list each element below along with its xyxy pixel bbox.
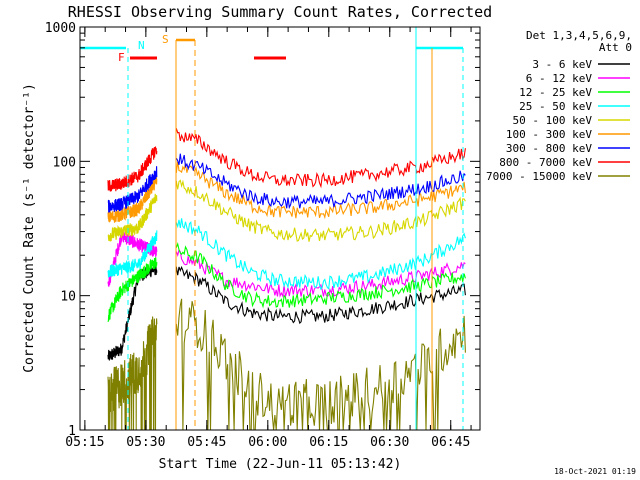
x-tick-label: 06:30	[370, 435, 409, 450]
series-7-segment-2	[175, 153, 466, 210]
legend-header-line-1: Det 1,3,4,5,6,9,	[526, 29, 632, 42]
legend-label-4: 25 - 50 keV	[519, 100, 592, 113]
series-5-segment-2	[175, 179, 466, 242]
y-axis-ticks: 1 10 100 1000	[45, 21, 480, 439]
series-5	[107, 179, 466, 242]
series-7	[107, 153, 466, 213]
chart-title: RHESSI Observing Summary Count Rates, Co…	[68, 3, 492, 21]
legend-label-5: 50 - 100 keV	[513, 114, 593, 127]
series-9-segment-1	[107, 316, 158, 431]
series-8-segment-1	[107, 146, 158, 192]
series-9-segment-2	[175, 298, 466, 431]
series-8	[107, 128, 466, 192]
x-tick-label: 05:45	[187, 435, 226, 450]
legend-header-line-2: Att 0	[599, 41, 632, 54]
x-axis-ticks: 05:15 05:30 05:45 06:00 06:15 06:30 06:45	[65, 27, 472, 450]
legend-label-8: 800 - 7000 keV	[499, 156, 592, 169]
series-4-segment-1	[107, 230, 158, 279]
x-tick-label: 06:00	[248, 435, 287, 450]
series-1-segment-2	[175, 265, 466, 325]
series-4-segment-2	[175, 218, 466, 291]
y-tick-label: 1000	[45, 21, 76, 36]
legend-label-6: 100 - 300 keV	[506, 128, 592, 141]
series-9	[107, 298, 466, 431]
x-tick-label: 06:15	[309, 435, 348, 450]
annotation-overlays: N S F	[80, 27, 464, 430]
series-6	[107, 161, 466, 223]
plot-frame	[79, 26, 481, 431]
y-tick-label: 100	[53, 155, 76, 170]
series-4	[107, 218, 466, 291]
series-8-segment-2	[175, 128, 466, 189]
y-tick-label: 10	[60, 290, 76, 305]
legend-label-9: 7000 - 15000 keV	[486, 170, 592, 183]
x-tick-label: 05:30	[126, 435, 165, 450]
series-3	[107, 241, 466, 322]
y-axis-label: Corrected Count Rate (s⁻¹ detector⁻¹)	[22, 83, 37, 373]
series-5-segment-1	[107, 193, 158, 242]
x-tick-label: 06:45	[431, 435, 470, 450]
night-label: N	[138, 39, 145, 52]
series-6-segment-1	[107, 175, 158, 223]
saa-label: S	[162, 33, 169, 46]
legend-label-2: 6 - 12 keV	[526, 72, 593, 85]
legend-label-3: 12 - 25 keV	[519, 86, 592, 99]
legend-label-7: 300 - 800 keV	[506, 142, 592, 155]
x-tick-label: 05:15	[65, 435, 104, 450]
series-3-segment-1	[107, 257, 158, 322]
series-6-segment-2	[175, 161, 466, 220]
y-tick-label: 1	[68, 424, 76, 439]
footer-timestamp: 18-Oct-2021 01:19	[554, 467, 636, 476]
legend-label-1: 3 - 6 keV	[532, 58, 592, 71]
x-axis-label: Start Time (22-Jun-11 05:13:42)	[159, 457, 402, 472]
series-3-segment-2	[175, 241, 466, 309]
flare-label: F	[118, 51, 125, 64]
series-segments-group	[107, 128, 466, 431]
series-7-segment-1	[107, 166, 158, 213]
